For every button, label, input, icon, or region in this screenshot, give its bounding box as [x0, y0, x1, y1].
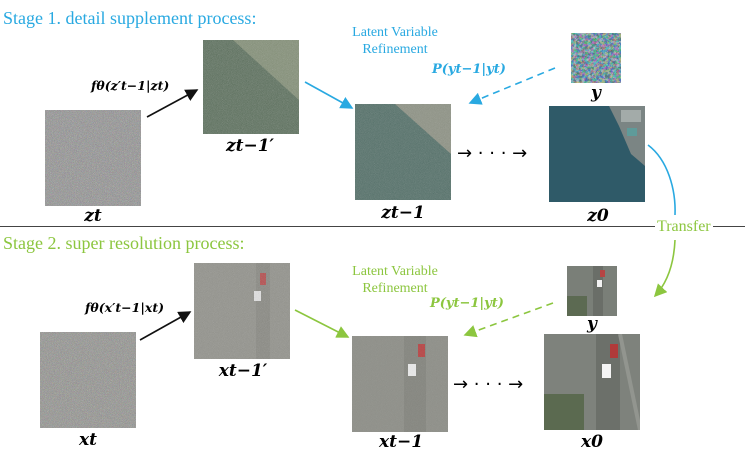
stage1-refinement-line2: Refinement [362, 42, 428, 57]
stage2-x0-label: x0 [581, 432, 603, 452]
transfer-arrow-top [647, 144, 676, 216]
stage1-y-label: y [591, 83, 601, 103]
stage1-z0-label: z0 [587, 206, 609, 226]
stage2-xt1-prime-label: xt−1′ [218, 361, 268, 381]
stage1-title: Stage 1. detail supplement process: [3, 8, 257, 28]
transfer-arrow-bottom [653, 239, 676, 298]
stage2-refinement-text: Latent Variable Refinement [330, 263, 460, 297]
stage2-title: Stage 2. super resolution process: [3, 233, 245, 253]
stage2-xt-label: xt [79, 430, 97, 450]
stage2-refinement-line2: Refinement [362, 281, 428, 296]
stage-divider [0, 226, 745, 227]
stage1-fn-label: fθ(z′t−1|zt) [91, 78, 170, 93]
stage2-refinement-line1: Latent Variable [352, 264, 438, 279]
stage1-refinement-text: Latent Variable Refinement [330, 24, 460, 58]
stage1-zt1-label: zt−1 [381, 203, 425, 223]
stage1-refine-arrow [304, 81, 354, 109]
stage2-xt1-prime-image [194, 263, 290, 359]
stage2-xt1-label: xt−1 [378, 432, 424, 452]
stage2-y-image [567, 266, 617, 316]
stage1-z0-image [549, 106, 645, 202]
stage1-zt1-image [355, 104, 451, 200]
stage1-zt-image [45, 110, 141, 206]
stage1-prob-label: P(yt−1|yt) [432, 62, 506, 77]
stage2-prob-label: P(yt−1|yt) [430, 296, 504, 311]
stage1-prob-arrow [468, 67, 556, 105]
stage2-xt-image [40, 332, 136, 428]
stage2-fn-label: fθ(x′t−1|xt) [85, 300, 165, 315]
stage1-y-image [571, 33, 621, 83]
stage1-fn-arrow [146, 89, 199, 118]
stage2-fn-arrow [139, 311, 192, 341]
stage2-ellipsis: → · · · → [453, 374, 524, 395]
stage1-ellipsis: → · · · → [457, 143, 528, 164]
stage2-y-label: y [587, 314, 597, 334]
stage2-refine-arrow [294, 309, 350, 338]
stage1-zt-label: zt [84, 206, 102, 226]
stage2-x0-image [544, 334, 640, 430]
stage1-zt1-prime-image [203, 40, 299, 134]
stage1-zt1-prime-label: zt−1′ [225, 136, 275, 156]
stage1-refinement-line1: Latent Variable [352, 25, 438, 40]
stage2-xt1-image [352, 336, 448, 432]
stage2-prob-arrow [463, 302, 554, 338]
transfer-label: Transfer [655, 218, 713, 236]
